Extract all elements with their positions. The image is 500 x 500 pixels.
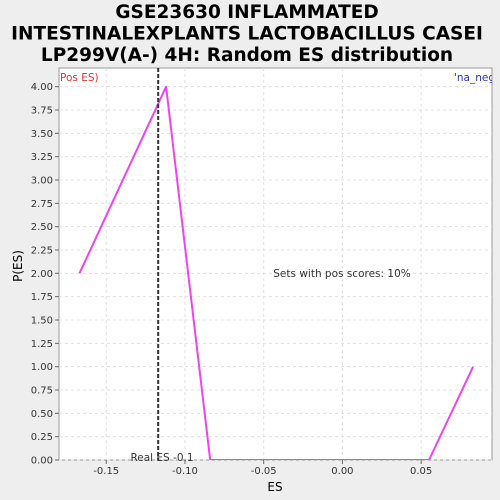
y-tick-label: 3.25 [31, 152, 53, 163]
y-tick-label: 3.50 [31, 129, 53, 140]
pos-es-annotation: Pos ES) [60, 72, 99, 84]
y-axis-label: P(ES) [11, 250, 25, 282]
real-es-label: Real ES -0.1 [130, 452, 193, 464]
x-axis-ticks: -0.15 -0.10 -0.05 0.00 0.05 [93, 460, 432, 477]
title-line-1: GSE23630 INFLAMMATED [115, 2, 378, 23]
chart-title: GSE23630 INFLAMMATED INTESTINALEXPLANTS … [11, 2, 483, 66]
y-axis-ticks: 0.00 0.25 0.50 0.75 1.00 1.25 1.50 1.75 2.00 2.25… [31, 82, 59, 467]
x-tick-label: -0.10 [172, 466, 198, 477]
y-tick-label: 2.00 [31, 269, 53, 280]
title-line-3: LP299V(A-) 4H: Random ES distribution [41, 45, 453, 66]
series-layer [78, 85, 475, 460]
y-tick-label: 0.50 [31, 409, 53, 420]
y-tick-label: 1.50 [31, 316, 53, 327]
x-tick-label: 0.00 [331, 466, 353, 477]
y-tick-label: 3.75 [31, 106, 53, 117]
plot-area [58, 67, 493, 461]
y-tick-label: 2.75 [31, 199, 53, 210]
y-tick-label: 4.00 [31, 82, 53, 93]
y-tick-label: 0.00 [31, 456, 53, 467]
y-tick-label: 0.75 [31, 386, 53, 397]
y-tick-label: 1.25 [31, 339, 53, 350]
y-tick-label: 3.00 [31, 176, 53, 187]
x-tick-label: -0.15 [93, 466, 119, 477]
x-axis-label: ES [267, 480, 282, 494]
y-tick-label: 1.75 [31, 292, 53, 303]
pos-scores-annotation: Sets with pos scores: 10% [273, 268, 410, 280]
title-line-2: INTESTINALEXPLANTS LACTOBACILLUS CASEI [11, 24, 483, 45]
x-tick-label: -0.05 [251, 466, 277, 477]
y-tick-label: 2.50 [31, 222, 53, 233]
x-tick-label: 0.05 [410, 466, 432, 477]
y-tick-label: 1.00 [31, 362, 53, 373]
es-density-line [78, 85, 475, 460]
grid-lines [59, 68, 492, 461]
y-tick-label: 2.25 [31, 246, 53, 257]
na-neg-annotation: 'na_neg [454, 72, 495, 84]
y-tick-label: 0.25 [31, 432, 53, 443]
